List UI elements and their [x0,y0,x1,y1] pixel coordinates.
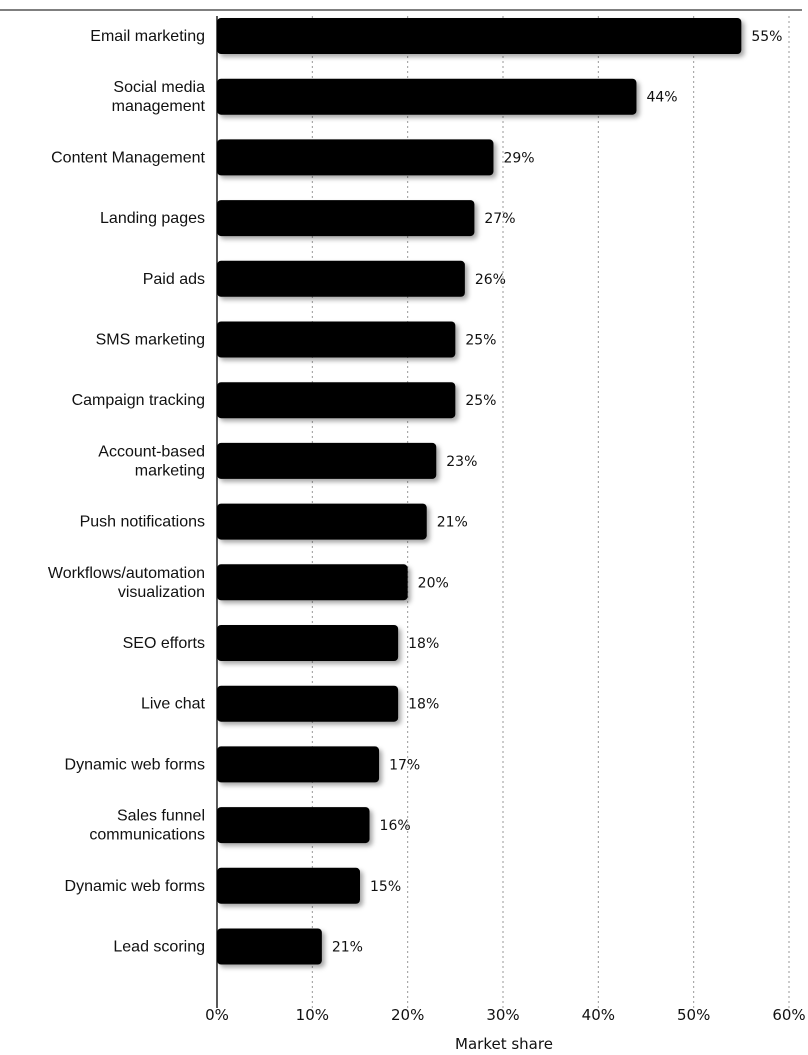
x-tick-label: 60% [772,1006,805,1024]
value-label: 55% [751,29,782,45]
category-label: Workflows/automation [48,565,205,582]
value-label: 21% [437,515,468,531]
bar [217,807,370,844]
category-labels: Email marketing Social media management Con… [48,28,206,956]
category-label: communications [89,827,205,844]
x-axis-title: Market share [455,1035,553,1053]
value-label: 23% [446,454,477,470]
bar [217,442,437,479]
category-label: Paid ads [143,271,205,288]
value-label: 17% [389,757,420,773]
value-label: 21% [332,940,363,956]
bar [217,564,408,601]
x-tick-label: 50% [677,1006,710,1024]
bar [217,18,742,54]
bar [217,746,380,783]
category-label: Social media [113,79,205,96]
category-label: SEO efforts [123,635,205,652]
bar [217,867,360,904]
bar [217,260,465,297]
value-label: 44% [646,90,677,106]
category-label: visualization [118,584,205,601]
bar [217,625,399,661]
bar [217,685,399,722]
category-label: Live chat [141,696,206,713]
category-label: Campaign tracking [72,392,205,409]
x-tick-label: 30% [486,1006,519,1024]
category-label: Lead scoring [113,939,205,956]
category-label: Push notifications [80,514,205,531]
category-label: Email marketing [90,28,205,45]
value-label: 25% [465,333,496,349]
category-label: SMS marketing [96,332,205,349]
category-label: marketing [135,462,205,479]
category-label: Dynamic web forms [65,878,205,895]
category-label: Content Management [51,149,205,166]
bar [217,321,456,358]
category-label: Account-based [98,443,205,460]
x-tick-label: 0% [205,1006,229,1024]
category-label: management [112,98,206,115]
value-label: 18% [408,697,439,713]
category-label: Sales funnel [117,808,205,825]
bar [217,78,637,115]
value-label: 20% [418,575,449,591]
category-label: Landing pages [100,210,205,227]
x-tick-labels: 0% 10% 20% 30% 40% 50% 60% [205,1006,806,1024]
bars [217,18,742,965]
value-label: 27% [484,211,515,227]
bar [217,200,475,237]
value-label: 29% [503,150,534,166]
bar [217,503,427,540]
category-label: Dynamic web forms [65,756,205,773]
bar [217,382,456,419]
value-label: 26% [475,272,506,288]
bar [217,928,322,965]
bar [217,139,494,176]
value-label: 15% [370,879,401,895]
value-label: 25% [465,393,496,409]
value-label: 18% [408,636,439,652]
x-tick-label: 20% [391,1006,424,1024]
x-tick-label: 40% [582,1006,615,1024]
value-labels: 55% 44% 29% 27% 26% 25% 25% 23% 21% 20% 18% 18% 17% 1… [332,29,783,956]
value-label: 16% [380,818,411,834]
x-tick-label: 10% [296,1006,329,1024]
